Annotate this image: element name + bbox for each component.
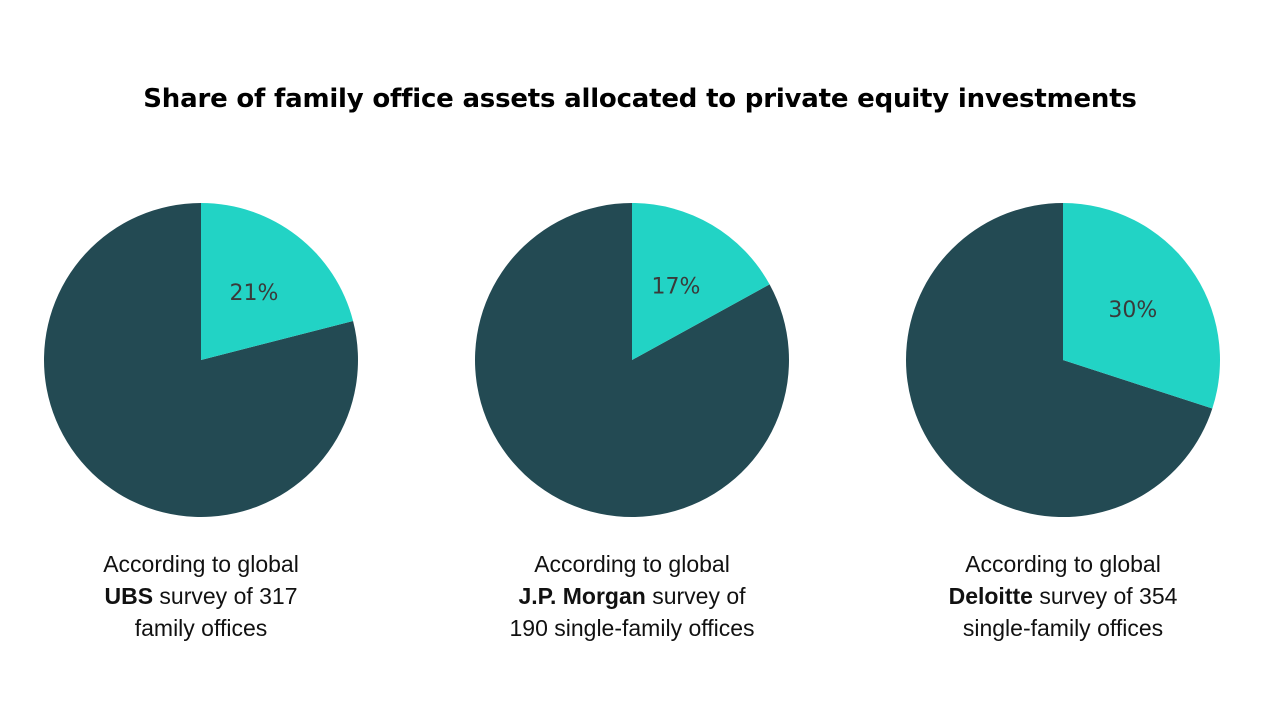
caption-line2: survey of — [645, 583, 746, 609]
caption-line3: family offices — [134, 615, 268, 641]
pie-slice-label: 17% — [652, 275, 701, 300]
caption-org: Deloitte — [948, 583, 1033, 609]
pie-slice-private-equity — [1063, 203, 1220, 409]
caption-org: J.P. Morgan — [518, 583, 646, 609]
caption-line3: single-family offices — [962, 615, 1164, 641]
caption-jpmorgan: According to global J.P. Morgan survey o… — [472, 548, 792, 644]
caption-deloitte: According to global Deloitte survey of 3… — [903, 548, 1223, 644]
caption-line2: survey of 317 — [153, 583, 298, 609]
pie-slice-label: 21% — [229, 281, 278, 306]
caption-line3: 190 single-family offices — [509, 615, 755, 641]
caption-line2: survey of 354 — [1032, 583, 1178, 609]
pie-slice-remainder — [43, 203, 359, 517]
caption-org: UBS — [104, 583, 154, 609]
pie-slice-private-equity — [201, 203, 354, 360]
caption-ubs: According to global UBS survey of 317 fa… — [41, 548, 361, 644]
caption-line1: According to global — [103, 551, 299, 577]
chart-title: Share of family office assets allocated … — [143, 84, 1137, 114]
pie-slice-label: 30% — [1108, 298, 1157, 323]
pie-slice-remainder — [906, 203, 1213, 518]
pie-slice-private-equity — [632, 203, 770, 360]
caption-line1: According to global — [534, 551, 730, 577]
caption-line1: According to global — [965, 551, 1161, 577]
